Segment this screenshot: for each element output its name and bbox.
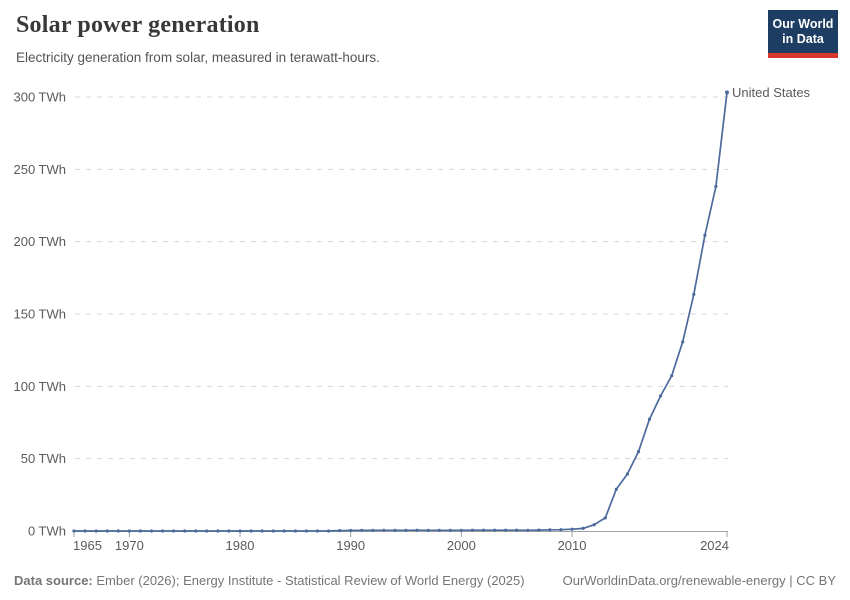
data-point[interactable]: [149, 529, 154, 533]
data-point[interactable]: [714, 184, 718, 189]
data-point[interactable]: [603, 516, 607, 520]
chart-subtitle: Electricity generation from solar, measu…: [16, 50, 380, 65]
data-point[interactable]: [216, 529, 220, 533]
data-points[interactable]: [72, 90, 729, 533]
data-point[interactable]: [116, 529, 120, 533]
data-point[interactable]: [426, 528, 430, 532]
data-point[interactable]: [349, 528, 353, 533]
data-point[interactable]: [393, 528, 397, 532]
data-point[interactable]: [415, 528, 419, 532]
x-tick-label: 1980: [226, 538, 255, 553]
owid-logo-line1: Our World: [772, 17, 834, 31]
data-point[interactable]: [293, 529, 297, 533]
owid-logo-line2: in Data: [782, 31, 824, 46]
data-point[interactable]: [172, 529, 176, 533]
data-point[interactable]: [581, 526, 585, 531]
data-point[interactable]: [614, 487, 618, 491]
data-point[interactable]: [194, 529, 198, 533]
data-point[interactable]: [249, 529, 253, 533]
data-point[interactable]: [636, 450, 641, 454]
data-point[interactable]: [625, 472, 630, 476]
data-point[interactable]: [183, 529, 187, 533]
data-point[interactable]: [647, 417, 652, 421]
data-point[interactable]: [437, 528, 441, 532]
data-point[interactable]: [382, 528, 386, 532]
data-point[interactable]: [515, 528, 519, 532]
data-point[interactable]: [94, 529, 98, 533]
data-point[interactable]: [725, 90, 729, 95]
data-point[interactable]: [537, 528, 541, 532]
data-source-text: Ember (2026); Energy Institute - Statist…: [92, 573, 525, 588]
data-point[interactable]: [459, 528, 463, 532]
data-line[interactable]: [73, 91, 728, 532]
data-point[interactable]: [659, 394, 663, 398]
chart-footer: Data source: Ember (2026); Energy Instit…: [14, 573, 836, 588]
y-tick-label: 0 TWh: [28, 524, 66, 539]
page-title: Solar power generation: [16, 12, 260, 38]
data-point[interactable]: [160, 529, 165, 533]
y-tick-label: 300 TWh: [13, 90, 66, 105]
data-point[interactable]: [315, 529, 320, 533]
owid-logo[interactable]: Our World in Data: [768, 10, 838, 58]
data-point[interactable]: [205, 529, 209, 533]
footer-link[interactable]: OurWorldinData.org/renewable-energy | CC…: [562, 573, 836, 588]
data-point[interactable]: [260, 529, 264, 533]
data-point[interactable]: [448, 528, 452, 532]
data-point[interactable]: [227, 529, 231, 533]
x-tick-label: 2024: [700, 538, 729, 553]
data-point[interactable]: [703, 233, 707, 237]
y-gridlines: 0 TWh 50 TWh 100 TWh 150 TWh 200 TWh 250 TWh 3…: [13, 90, 728, 539]
data-point[interactable]: [271, 529, 275, 533]
data-point[interactable]: [470, 528, 474, 532]
x-tick-label: 1970: [115, 538, 144, 553]
data-point[interactable]: [570, 527, 574, 531]
y-tick-label: 150 TWh: [13, 307, 66, 322]
y-tick-label: 50 TWh: [21, 451, 66, 466]
data-point[interactable]: [371, 528, 375, 533]
data-point[interactable]: [83, 529, 87, 533]
data-point[interactable]: [127, 529, 131, 533]
data-point[interactable]: [559, 528, 563, 532]
data-point[interactable]: [327, 529, 331, 533]
data-point[interactable]: [282, 529, 286, 533]
x-axis: 1965 1970 1980 1990 2000 2010 2024: [73, 531, 729, 553]
y-tick-label: 100 TWh: [13, 379, 66, 394]
x-tick-label: 1990: [336, 538, 365, 553]
data-point[interactable]: [493, 528, 497, 532]
data-source: Data source: Ember (2026); Energy Instit…: [14, 573, 525, 588]
data-point[interactable]: [526, 528, 530, 532]
data-point[interactable]: [548, 528, 552, 532]
y-tick-label: 200 TWh: [13, 234, 66, 249]
data-point[interactable]: [592, 523, 596, 527]
data-point[interactable]: [304, 529, 308, 533]
data-point[interactable]: [72, 529, 76, 533]
series-end-label[interactable]: United States: [732, 85, 811, 100]
x-tick-label: 2000: [447, 538, 476, 553]
x-tick-label: 2010: [558, 538, 587, 553]
data-point[interactable]: [481, 528, 486, 532]
y-tick-label: 250 TWh: [13, 162, 66, 177]
data-point[interactable]: [105, 529, 109, 533]
data-point[interactable]: [238, 529, 242, 533]
data-point[interactable]: [504, 528, 508, 532]
data-point[interactable]: [692, 292, 696, 296]
data-source-label: Data source:: [14, 573, 93, 588]
data-point[interactable]: [670, 374, 674, 378]
data-point[interactable]: [338, 529, 342, 533]
data-point[interactable]: [360, 528, 364, 532]
data-point[interactable]: [404, 528, 408, 532]
x-tick-label: 1965: [73, 538, 102, 553]
data-point[interactable]: [681, 340, 685, 344]
data-point[interactable]: [138, 529, 142, 533]
